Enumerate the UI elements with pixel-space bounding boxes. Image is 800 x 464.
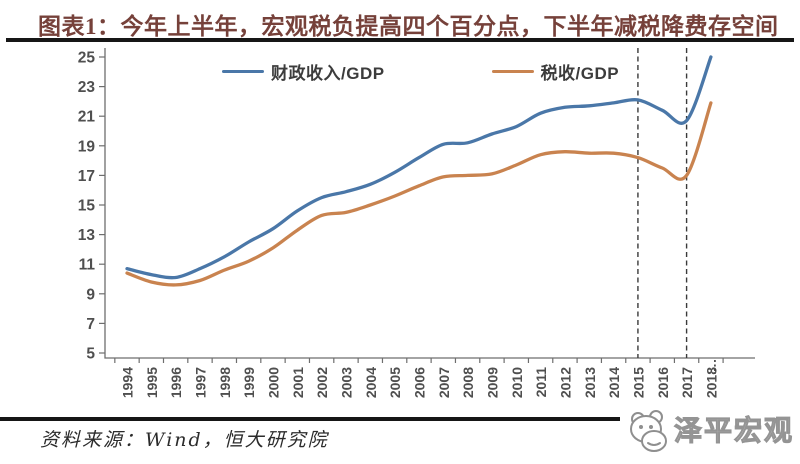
- series-line-1: [125, 101, 713, 287]
- x-axis-tick-label: 2007: [436, 367, 452, 398]
- x-axis-tick-label: 2015: [630, 367, 646, 398]
- x-axis-tick-label: 2000: [265, 367, 281, 398]
- x-axis-tick-label: 2012: [557, 367, 573, 398]
- y-axis-tick-label: 19: [78, 138, 96, 155]
- legend-item-tax: 税收/GDP: [491, 59, 620, 84]
- x-axis-tick-label: 2016: [655, 367, 671, 398]
- y-axis-tick-label: 21: [78, 109, 96, 126]
- y-axis-tick-label: 7: [86, 316, 95, 333]
- y-axis-tick-label: 25: [78, 50, 96, 67]
- y-axis-tick-label: 9: [86, 286, 95, 303]
- x-axis-tick-label: 2008: [460, 367, 476, 398]
- y-axis-tick-label: 23: [78, 79, 96, 96]
- x-axis-tick-label: 1998: [217, 367, 233, 398]
- x-axis-tick-label: 1999: [241, 367, 257, 398]
- legend-item-fiscal-revenue: 财政收入/GDP: [222, 59, 385, 84]
- legend-line-tax: [491, 70, 534, 73]
- x-axis-tick-label: 2004: [363, 367, 379, 398]
- x-axis-tick-label: 1995: [144, 367, 160, 398]
- x-axis-tick-label: 1994: [120, 367, 136, 398]
- watermark-text: 泽平宏观: [673, 415, 794, 446]
- watermark-logo: 泽平宏观: [619, 403, 794, 459]
- x-axis-tick-label: 2002: [314, 367, 330, 398]
- x-axis-tick-label: 1997: [192, 367, 208, 398]
- chart-legend: 财政收入/GDP 税收/GDP: [222, 59, 619, 84]
- x-axis-tick-label: 1996: [168, 367, 184, 398]
- panda-icon: [629, 410, 667, 452]
- figure-title: 图表1：今年上半年，宏观税负提高四个百分点，下半年减税降费存空间: [38, 14, 779, 39]
- x-axis-tick-label: 2006: [411, 367, 427, 398]
- axis-lines: [104, 48, 755, 359]
- title-divider: [6, 38, 794, 42]
- footer-divider: [0, 417, 662, 421]
- x-axis-tick-label: 2013: [582, 367, 598, 398]
- x-axis-tick-label: 2009: [484, 367, 500, 398]
- x-axis-tick-label: 2018: [703, 367, 719, 398]
- x-axis-tick-label: 2001: [290, 367, 306, 398]
- legend-label-tax: 税收/GDP: [540, 64, 620, 83]
- x-axis-tick-label: 2010: [509, 367, 525, 398]
- y-axis-tick-label: 11: [79, 257, 96, 274]
- legend-line-fiscal-revenue: [222, 70, 264, 73]
- legend-label-fiscal-revenue: 财政收入/GDP: [271, 64, 385, 83]
- y-axis-tick-label: 15: [78, 198, 96, 215]
- x-axis-tick-label: 2005: [387, 367, 403, 398]
- x-axis-tick-label: 2017: [679, 367, 695, 398]
- y-axis-tick-label: 17: [78, 168, 95, 185]
- series-line-0: [125, 55, 713, 280]
- x-axis-tick-label: 2014: [606, 367, 622, 398]
- x-axis-tick-label: 2011: [533, 367, 549, 398]
- data-source-note: 资料来源：Wind，恒大研究院: [40, 429, 329, 451]
- y-axis-tick-label: 13: [78, 227, 96, 244]
- y-axis-tick-label: 5: [86, 346, 95, 363]
- x-axis-tick-label: 2003: [338, 367, 354, 398]
